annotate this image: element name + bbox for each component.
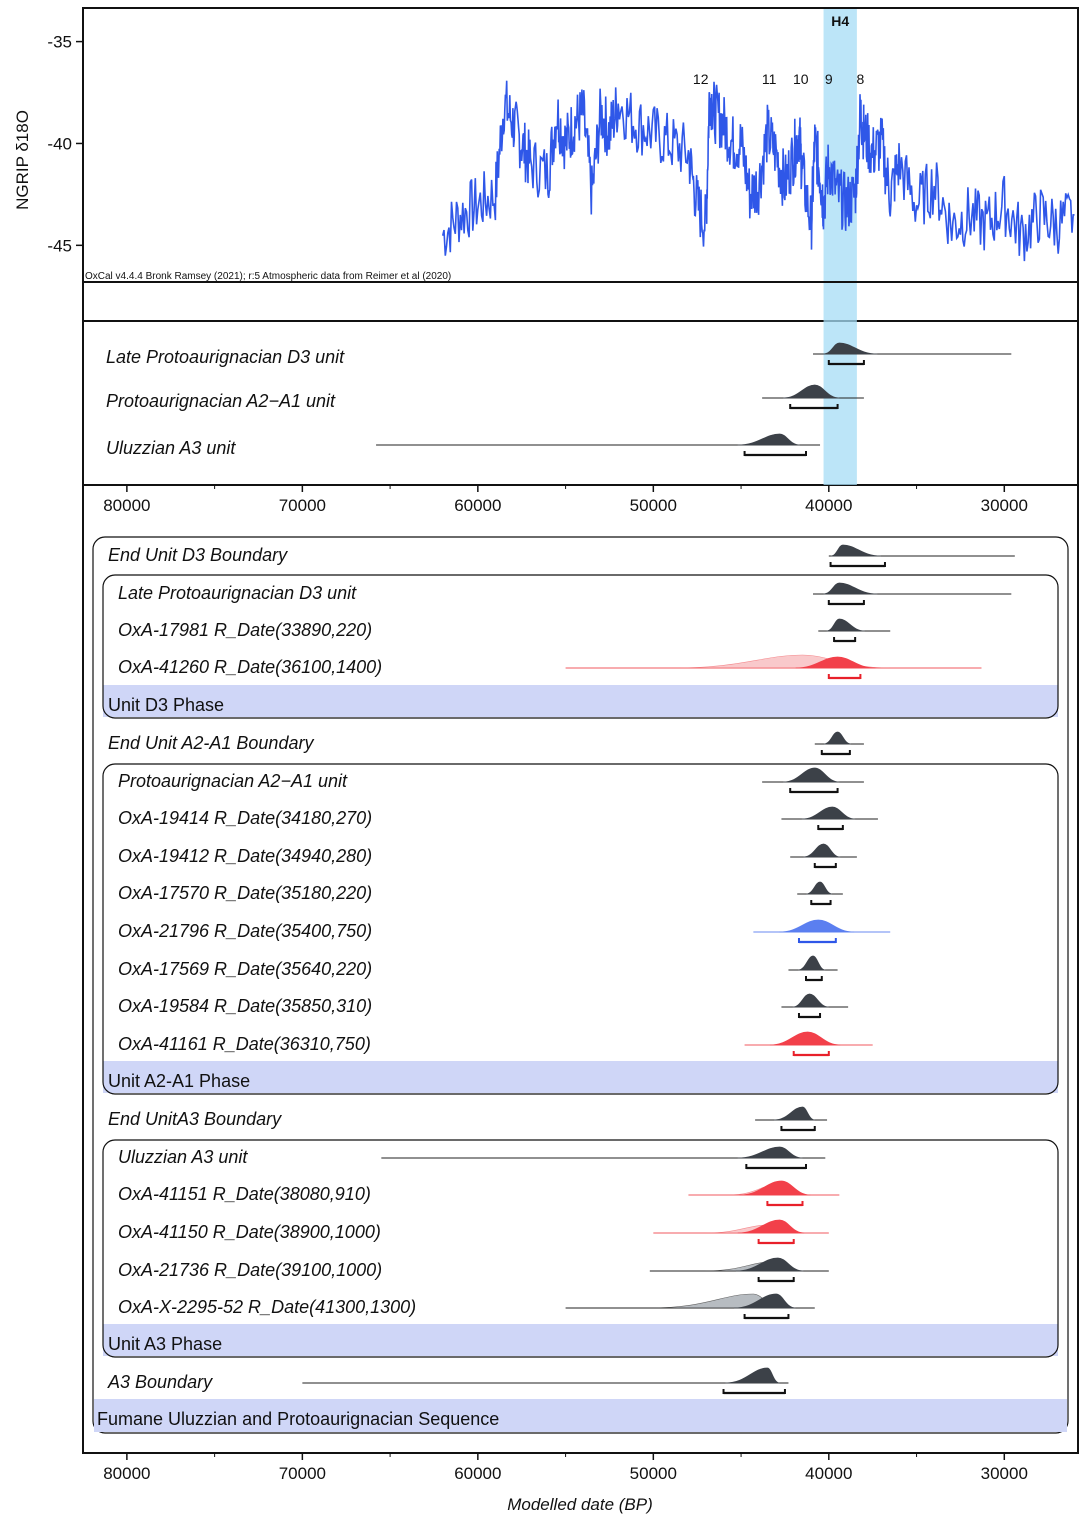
bottom-x-axis: 80000 70000 60000 50000 40000 30000 (103, 1453, 1028, 1483)
sequence-row-label: OxA-41161 R_Date(36310,750) (118, 1034, 371, 1054)
sequence-title: Fumane Uluzzian and Protoaurignacian Seq… (97, 1409, 499, 1429)
ngrip-y-tick-label: -35 (47, 33, 72, 52)
h4-label: H4 (831, 13, 849, 29)
phase-label: Unit D3 Phase (108, 695, 224, 715)
posterior-distribution (734, 1293, 796, 1309)
phase-band (103, 685, 1058, 717)
posterior-distribution (803, 843, 841, 858)
x-tick-label: 60000 (454, 496, 501, 515)
x-axis-title: Modelled date (BP) (507, 1495, 653, 1514)
sequence-row-label: OxA-41150 R_Date(38900,1000) (118, 1222, 381, 1242)
posterior-distribution (737, 433, 800, 446)
x-tick-label: 50000 (630, 1464, 677, 1483)
oxcal-credit: OxCal v4.4.4 Bronk Ramsey (2021); r:5 At… (85, 271, 451, 282)
posterior-distribution (795, 656, 876, 669)
summary-x-axis: 80000 70000 60000 50000 40000 30000 (103, 485, 1028, 515)
x-tick-label: 70000 (279, 496, 326, 515)
phase-band (103, 1061, 1058, 1093)
interstadial-label: 12 (693, 71, 709, 87)
posterior-distribution (739, 1180, 811, 1196)
posterior-distribution (769, 1031, 841, 1046)
sequence-row-label: OxA-19584 R_Date(35850,310) (118, 996, 372, 1016)
sequence-row-label: OxA-21796 R_Date(35400,750) (118, 921, 372, 941)
interstadial-label: 10 (793, 71, 809, 87)
phase-box (102, 763, 1059, 1095)
phase-box (102, 1139, 1059, 1358)
sequence-row-label: OxA-41260 R_Date(36100,1400) (118, 657, 382, 677)
summary-panel: Late Protoaurignacian D3 unit Protoaurign… (106, 342, 1012, 458)
posterior-distribution (725, 1367, 780, 1384)
sequence-panel: Fumane Uluzzian and Protoaurignacian Seq… (92, 536, 1069, 1434)
sequence-row-label: Protoaurignacian A2−A1 unit (118, 771, 348, 791)
ngrip-d18o-series (441, 80, 1075, 262)
sequence-row-label: Late Protoaurignacian D3 unit (118, 583, 357, 603)
x-tick-label: 30000 (981, 496, 1028, 515)
x-tick-label: 80000 (103, 1464, 150, 1483)
phase-label: Unit A3 Phase (108, 1334, 222, 1354)
sequence-row-label: OxA-41151 R_Date(38080,910) (118, 1184, 371, 1204)
h4-event-band (823, 9, 857, 485)
x-tick-label: 80000 (103, 496, 150, 515)
sequence-row-label: OxA-X-2295-52 R_Date(41300,1300) (118, 1297, 416, 1317)
summary-row-label: Late Protoaurignacian D3 unit (106, 347, 345, 367)
ngrip-y-tick-label: -40 (47, 134, 72, 153)
summary-row-label: Protoaurignacian A2−A1 unit (106, 391, 336, 411)
ngrip-y-tick-label: -45 (47, 236, 72, 255)
x-tick-label: 50000 (630, 496, 677, 515)
sequence-row-label: Uluzzian A3 unit (118, 1147, 248, 1167)
x-tick-label: 60000 (454, 1464, 501, 1483)
phase-label: Unit A2-A1 Phase (108, 1071, 250, 1091)
sequence-row-label: A3 Boundary (107, 1372, 213, 1392)
posterior-distribution (806, 881, 833, 895)
sequence-row-label: OxA-19412 R_Date(34940,280) (118, 846, 372, 866)
sequence-row-label: End Unit D3 Boundary (108, 545, 288, 565)
sequence-row-label: OxA-17981 R_Date(33890,220) (118, 620, 372, 640)
x-tick-label: 40000 (805, 496, 852, 515)
phase-box (102, 574, 1059, 719)
ngrip-panel: -35 -40 -45 12 11 10 9 8 (47, 33, 1075, 262)
sequence-row-label: End Unit A2-A1 Boundary (108, 733, 314, 753)
posterior-distribution (798, 955, 826, 971)
x-tick-label: 30000 (981, 1464, 1028, 1483)
interstadial-label: 11 (762, 71, 777, 87)
sequence-row-label: OxA-17570 R_Date(35180,220) (118, 883, 372, 903)
sequence-row-label: OxA-21736 R_Date(39100,1000) (118, 1260, 382, 1280)
ngrip-y-axis-label: NGRIP δ18O (13, 110, 32, 210)
summary-row-label: Uluzzian A3 unit (106, 438, 236, 458)
interstadial-label: 8 (857, 71, 865, 87)
posterior-distribution (830, 544, 881, 557)
posterior-distribution (823, 731, 851, 745)
posterior-distribution (823, 342, 878, 355)
sequence-box (92, 536, 1069, 1434)
posterior-distribution (737, 1146, 803, 1159)
figure-frame (82, 7, 1079, 1454)
posterior-distribution (783, 767, 840, 783)
posterior-distribution (783, 384, 840, 399)
posterior-distribution (823, 582, 878, 595)
posterior-distribution (774, 1106, 815, 1121)
posterior-distribution (792, 993, 829, 1008)
sequence-title-band (94, 1399, 1067, 1432)
sequence-row-label: OxA-17569 R_Date(35640,220) (118, 959, 372, 979)
posterior-distribution (737, 1219, 805, 1234)
x-tick-label: 70000 (279, 1464, 326, 1483)
interstadial-label: 9 (825, 71, 833, 87)
sequence-row-label: End UnitA3 Boundary (108, 1109, 282, 1129)
posterior-distribution (826, 618, 865, 632)
posterior-distribution (801, 806, 856, 820)
posterior-distribution (779, 919, 855, 933)
posterior-distribution (735, 1257, 804, 1272)
sequence-row-label: OxA-19414 R_Date(34180,270) (118, 808, 372, 828)
phase-band (103, 1324, 1058, 1356)
x-tick-label: 40000 (805, 1464, 852, 1483)
